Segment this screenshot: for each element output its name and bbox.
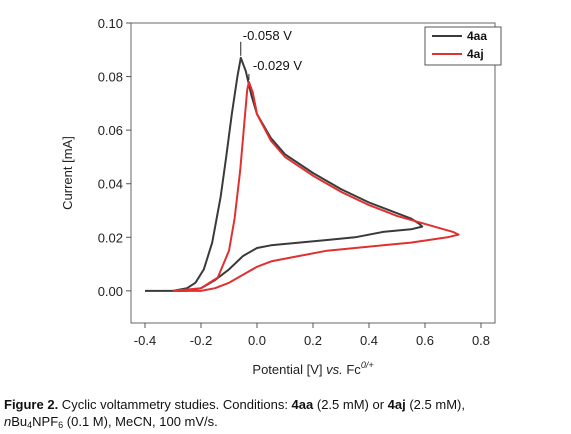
x-axis-title: Potential [V] vs. Fc0/+	[252, 360, 373, 377]
y-tick-label: 0.04	[98, 177, 123, 192]
caption-n-italic: n	[4, 414, 12, 429]
x-tick-label: 0.6	[416, 333, 434, 348]
series-line-4aj	[172, 80, 460, 292]
x-axis-title-italic: vs.	[326, 362, 343, 377]
legend-label-4aj: 4aj	[467, 47, 484, 61]
legend: 4aa 4aj	[424, 26, 502, 66]
caption-compound-2: 4aj	[387, 397, 406, 412]
x-tick-label: 0.8	[472, 333, 490, 348]
legend-box	[424, 26, 502, 66]
caption-text-2: (2.5 mM) or	[313, 397, 388, 412]
x-tick-label: 0.4	[360, 333, 378, 348]
y-tick-label: 0.08	[98, 70, 123, 85]
y-tick-label: 0.10	[98, 16, 123, 31]
caption-sub-6: 6	[58, 420, 64, 430]
axis-ticks: -0.4 -0.2 0.0 0.2 0.4 0.6 0.8 0.00 0.02 0.04 0.06 0…	[98, 16, 490, 348]
caption-sub-4: 4	[27, 420, 33, 430]
cv-chart: -0.4 -0.2 0.0 0.2 0.4 0.6 0.8 0.00 0.02 0.04 0.06 0…	[60, 16, 502, 377]
x-axis-title-prefix: Potential [V]	[252, 362, 326, 377]
y-tick-label: 0.00	[98, 284, 123, 299]
series-line-4aa	[145, 56, 424, 292]
y-tick-label: 0.02	[98, 230, 123, 245]
series-layer	[145, 56, 460, 292]
peak-label: -0.058 V	[243, 28, 292, 43]
caption-compound-1: 4aa	[291, 397, 314, 412]
caption-text-4: (0.1 M), MeCN, 100 mV/s.	[63, 414, 218, 429]
x-tick-label: -0.4	[134, 333, 156, 348]
x-tick-label: 0.0	[248, 333, 266, 348]
peak-label: -0.029 V	[253, 58, 302, 73]
legend-label-4aa: 4aa	[467, 29, 487, 43]
y-tick-label: 0.06	[98, 123, 123, 138]
caption-text-3: (2.5 mM),	[405, 397, 465, 412]
figure-caption: Figure 2. Cyclic voltammetry studies. Co…	[4, 396, 566, 430]
y-axis-title: Current [mA]	[60, 136, 75, 210]
x-tick-label: -0.2	[190, 333, 212, 348]
x-axis-title-sup: 0/+	[361, 360, 374, 370]
caption-bu: Bu	[11, 414, 28, 429]
caption-npf: NPF	[32, 414, 59, 429]
annotation-layer: -0.058 V -0.029 V	[240, 28, 302, 80]
caption-label: Figure 2.	[4, 397, 59, 412]
caption-text-1: Cyclic voltammetry studies. Conditions:	[58, 397, 292, 412]
x-axis-title-mid: Fc	[343, 362, 362, 377]
x-tick-label: 0.2	[304, 333, 322, 348]
